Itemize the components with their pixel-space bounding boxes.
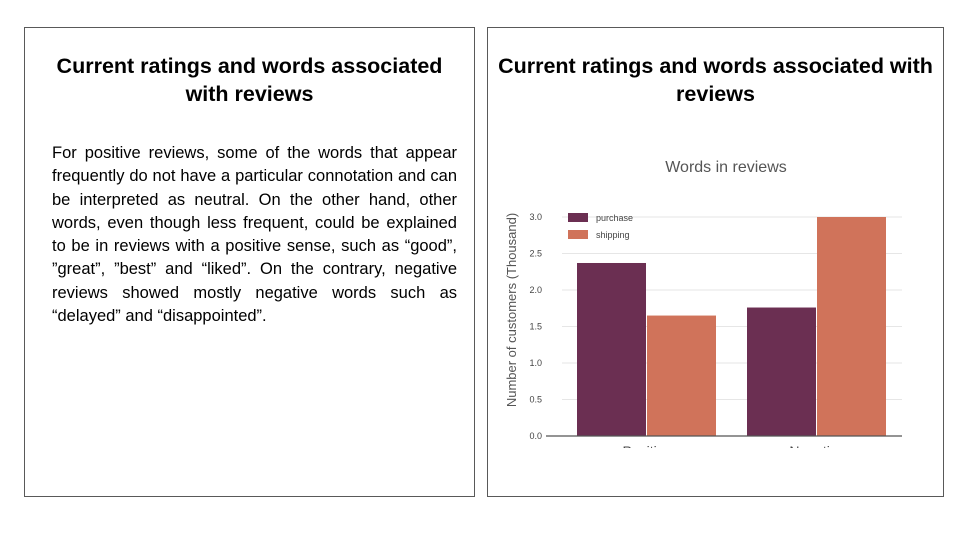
legend-label-shipping: shipping xyxy=(596,230,630,240)
legend-swatch-purchase xyxy=(568,213,588,222)
y-tick-label: 2.0 xyxy=(529,285,542,295)
x-tick-label: Negative xyxy=(789,443,844,448)
reviews-description-text: For positive reviews, some of the words … xyxy=(52,144,457,326)
y-axis-label: Number of customers (Thousand) xyxy=(504,213,519,407)
y-tick-label: 0.5 xyxy=(529,395,542,405)
chart-bars xyxy=(577,217,886,436)
right-panel: Current ratings and words associated wit… xyxy=(487,27,944,497)
y-tick-label: 2.5 xyxy=(529,249,542,259)
bar-shipping-negative xyxy=(817,217,886,436)
y-tick-label: 1.5 xyxy=(529,322,542,332)
bar-purchase-negative xyxy=(747,307,816,436)
left-panel-title: Current ratings and words associated wit… xyxy=(56,54,443,106)
x-tick-label: Positive xyxy=(622,443,671,448)
y-tick-label: 1.0 xyxy=(529,358,542,368)
chart-legend: purchase shipping xyxy=(568,213,633,240)
left-panel: Current ratings and words associated wit… xyxy=(24,27,475,497)
bar-shipping-positive xyxy=(647,315,716,436)
y-tick-label: 0.0 xyxy=(529,431,542,441)
chart-title: Words in reviews xyxy=(665,159,787,176)
chart-svg: 0.0 0.5 1.0 1.5 2.0 2.5 3.0 Positive Negative Wo… xyxy=(504,159,902,459)
words-in-reviews-chart: 0.0 0.5 1.0 1.5 2.0 2.5 3.0 Positive Negative Wo… xyxy=(500,148,920,459)
bar-purchase-positive xyxy=(577,262,646,436)
right-panel-title: Current ratings and words associated wit… xyxy=(498,54,933,106)
y-tick-label: 3.0 xyxy=(529,212,542,222)
legend-swatch-shipping xyxy=(568,230,588,239)
legend-label-purchase: purchase xyxy=(596,213,633,223)
